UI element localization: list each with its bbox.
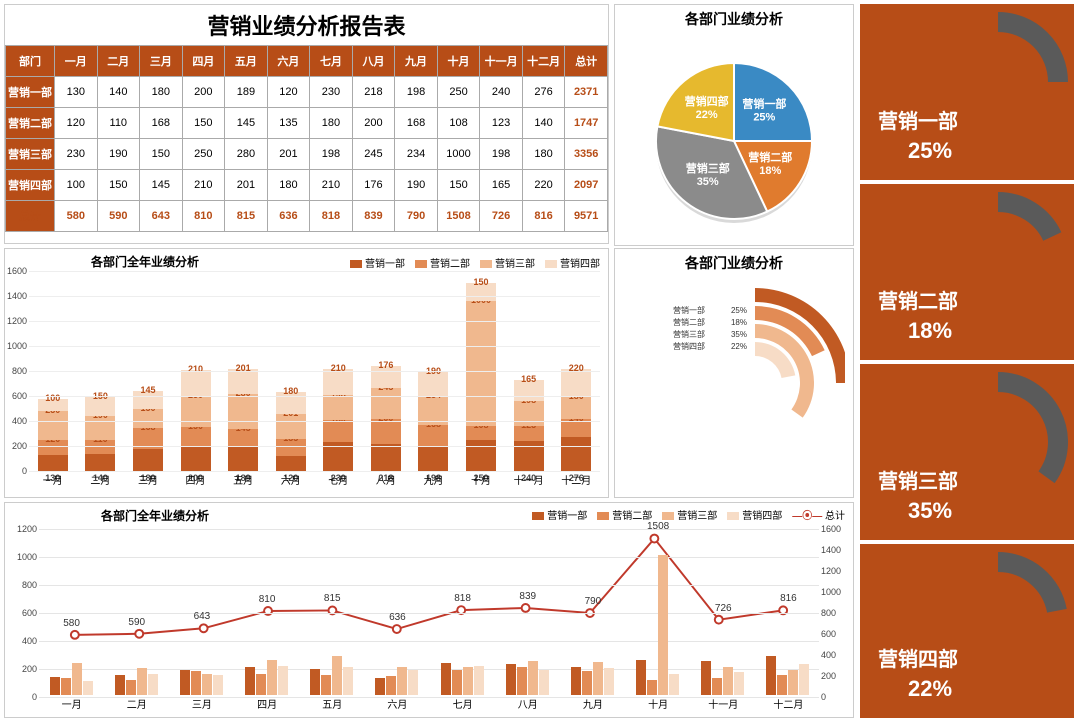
svg-text:营销三部: 营销三部 <box>686 161 730 175</box>
svg-text:营销二部: 营销二部 <box>748 150 792 164</box>
svg-text:营销三部: 营销三部 <box>673 329 705 339</box>
kpi-card-2: 营销二部 18% <box>860 184 1074 360</box>
kpi-percent: 35% <box>908 498 952 524</box>
svg-text:25%: 25% <box>731 306 747 315</box>
stacked-y-axis: 02004006008001000120014001600 <box>7 271 29 471</box>
donut-title: 各部门业绩分析 <box>615 249 853 273</box>
svg-text:35%: 35% <box>697 176 719 188</box>
pie-panel: 各部门业绩分析 营销一部25% 营销二部18% 营销三部35% 营销四部22% <box>614 4 854 246</box>
combo-plot-area: 一月二月三月四月五月六月七月八月九月十月十一月十二月58059064381081… <box>39 529 819 695</box>
kpi-label: 营销三部 <box>878 465 958 494</box>
kpi-card-4: 营销四部 22% <box>860 544 1074 718</box>
svg-text:营销二部: 营销二部 <box>673 317 705 327</box>
svg-text:22%: 22% <box>731 342 747 351</box>
donut-panel: 各部门业绩分析 营销一部 25% 营销二部 18% 营销三部 35% 营销四部 22% <box>614 248 854 498</box>
kpi-card-1: 营销一部 25% <box>860 4 1074 180</box>
kpi-percent: 18% <box>908 318 952 344</box>
kpi-label: 营销一部 <box>878 105 958 134</box>
svg-text:营销一部: 营销一部 <box>742 97 786 111</box>
stacked-legend: 营销一部营销二部营销三部营销四部 <box>340 255 600 270</box>
svg-text:25%: 25% <box>753 112 775 124</box>
kpi-label: 营销四部 <box>878 643 958 672</box>
svg-text:22%: 22% <box>696 109 718 121</box>
stacked-bar-panel: 各部门全年业绩分析 营销一部营销二部营销三部营销四部 0200400600800… <box>4 248 609 498</box>
svg-text:18%: 18% <box>731 318 747 327</box>
svg-text:18%: 18% <box>759 165 781 177</box>
combo-panel: 各部门全年业绩分析 营销一部营销二部营销三部营销四部—⦿— 总计 一月二月三月四… <box>4 502 854 718</box>
kpi-percent: 25% <box>908 138 952 164</box>
svg-text:35%: 35% <box>731 330 747 339</box>
kpi-card-3: 营销三部 35% <box>860 364 1074 540</box>
pie-title: 各部门业绩分析 <box>615 5 853 29</box>
kpi-label: 营销二部 <box>878 285 958 314</box>
report-table: 部门一月二月三月四月五月六月七月八月九月十月十一月十二月总计营销一部130140… <box>5 45 608 232</box>
combo-legend: 营销一部营销二部营销三部营销四部—⦿— 总计 <box>522 507 845 522</box>
stacked-title: 各部门全年业绩分析 <box>5 253 285 270</box>
main-title: 营销业绩分析报告表 <box>5 5 608 45</box>
pie-chart: 营销一部25% 营销二部18% 营销三部35% 营销四部22% <box>619 29 849 239</box>
combo-title: 各部门全年业绩分析 <box>5 507 305 524</box>
kpi-percent: 22% <box>908 676 952 702</box>
svg-text:营销四部: 营销四部 <box>685 94 729 108</box>
svg-text:营销一部: 营销一部 <box>673 305 705 315</box>
donut-chart: 营销一部 25% 营销二部 18% 营销三部 35% 营销四部 22% <box>615 273 845 493</box>
report-table-panel: 营销业绩分析报告表 部门一月二月三月四月五月六月七月八月九月十月十一月十二月总计… <box>4 4 609 244</box>
svg-text:营销四部: 营销四部 <box>673 341 705 351</box>
